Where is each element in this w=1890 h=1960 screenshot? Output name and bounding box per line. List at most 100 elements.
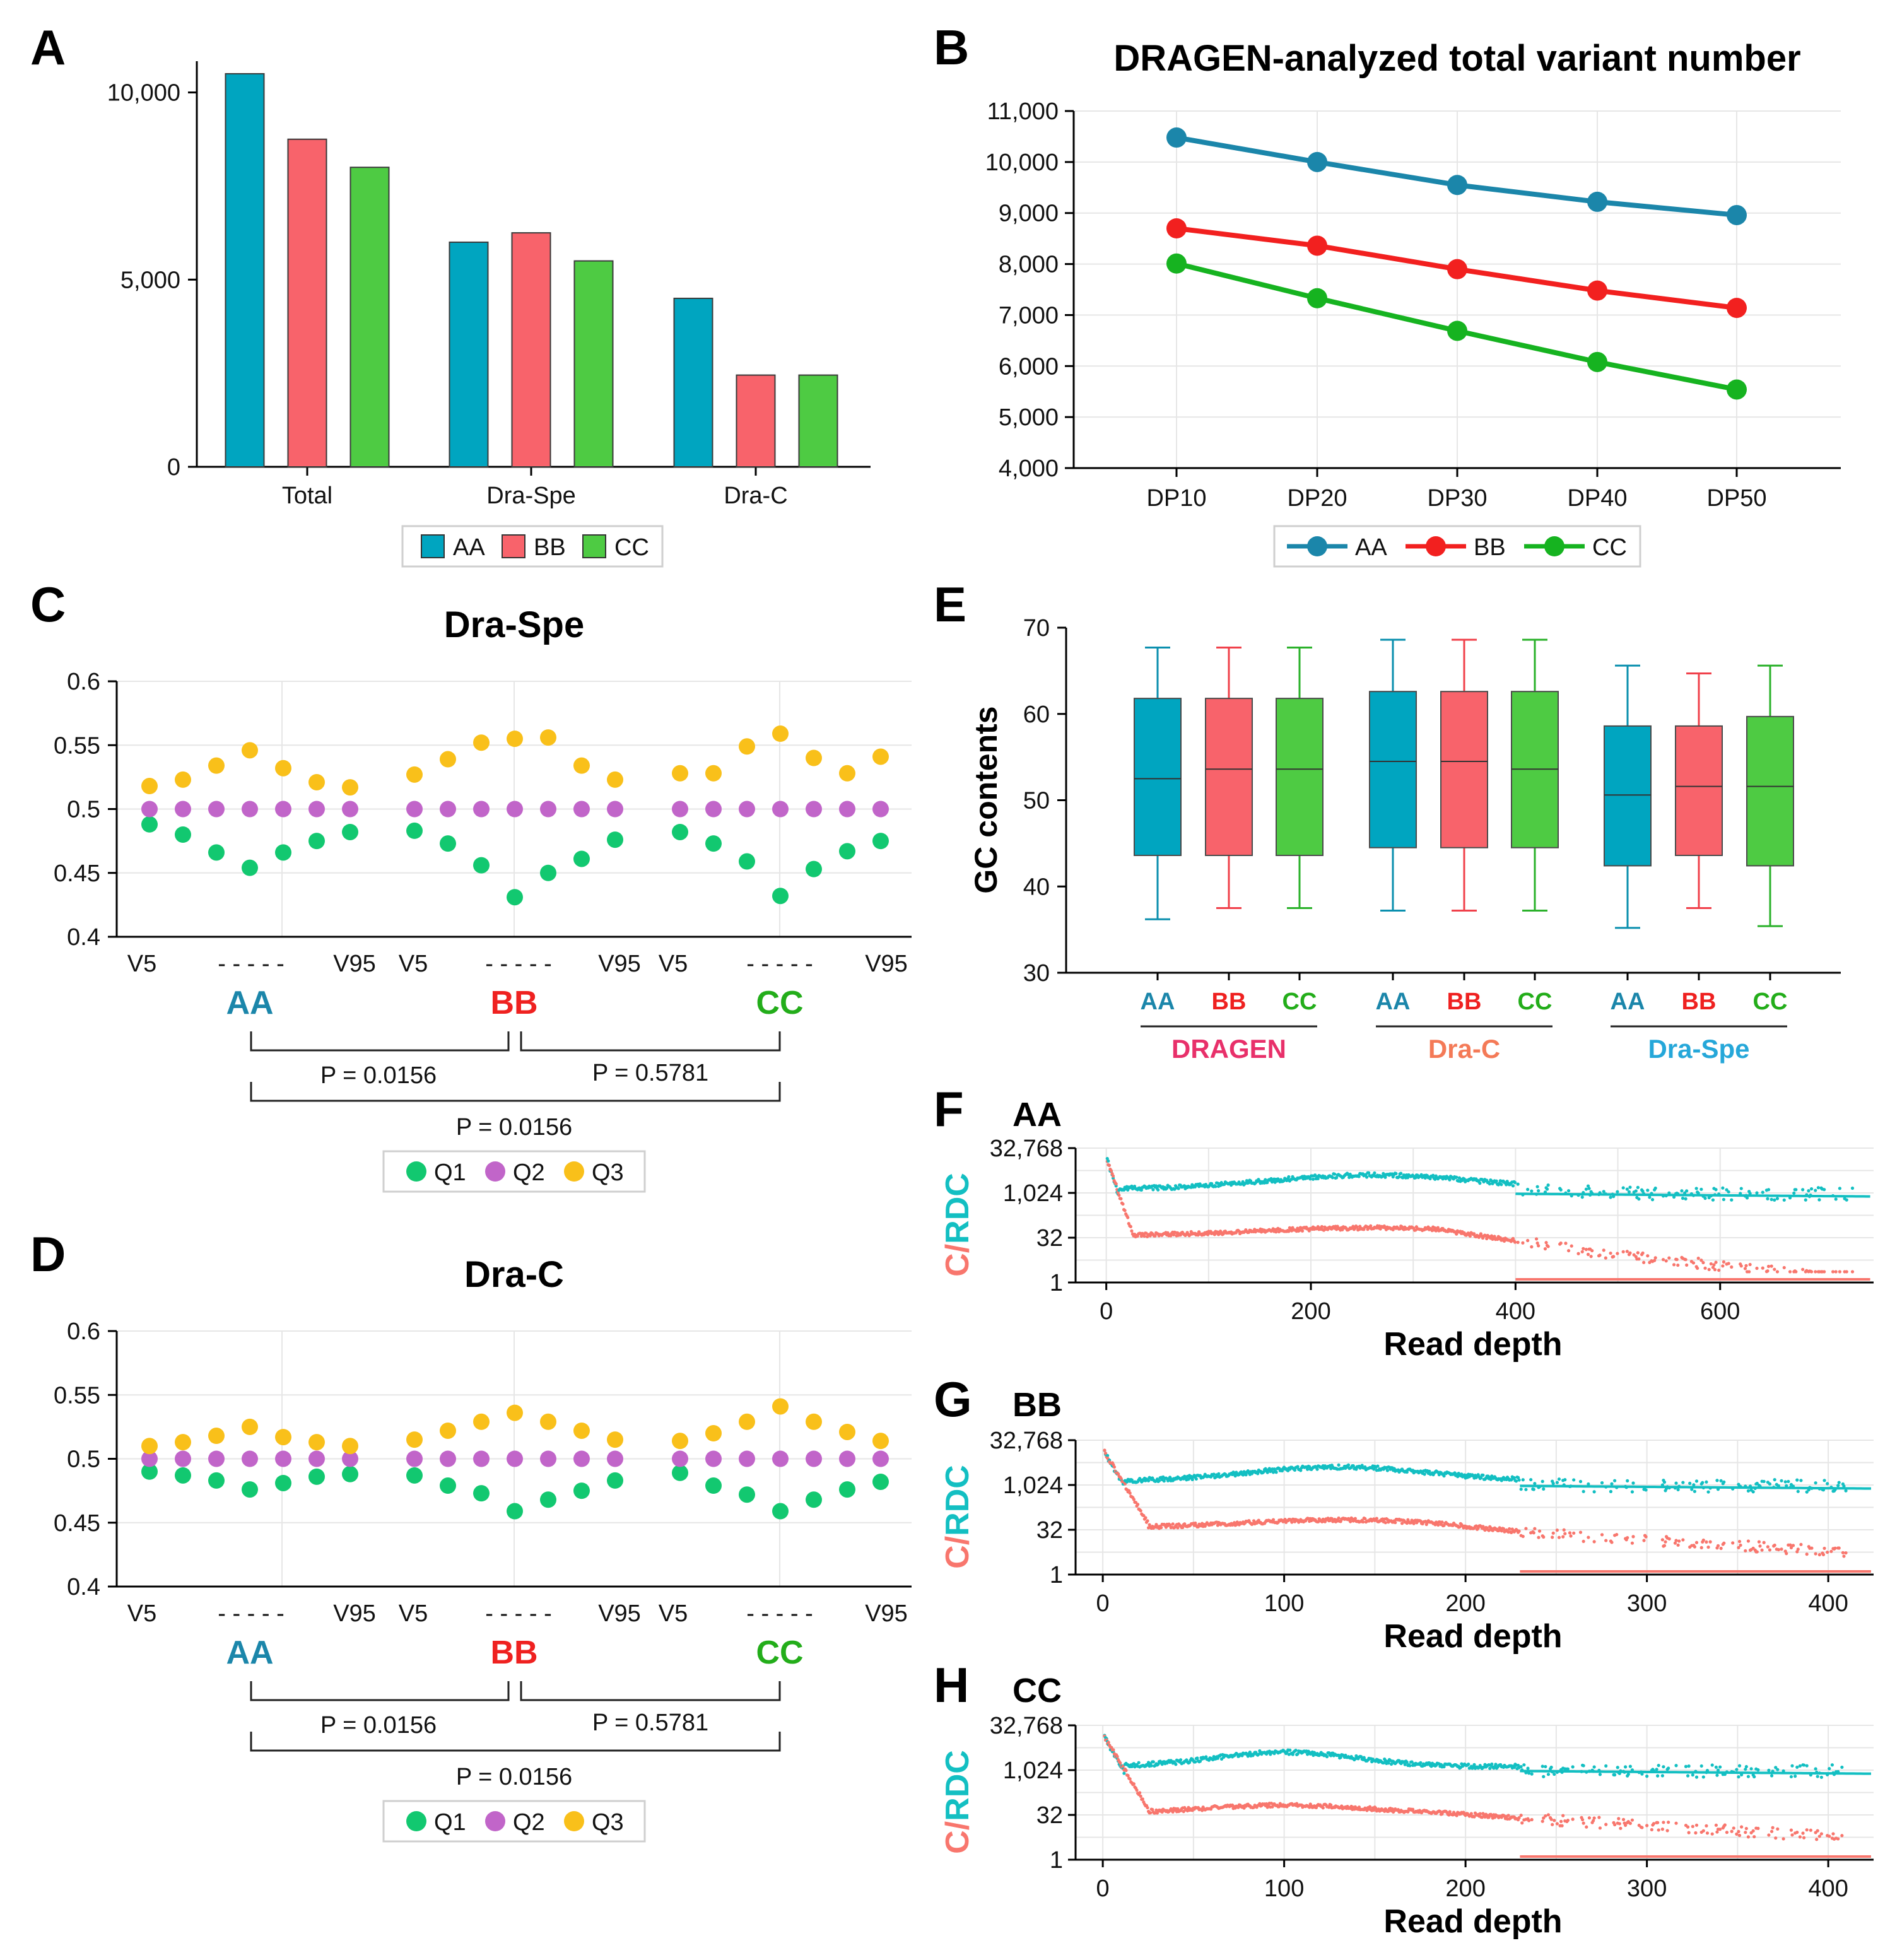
y-tick-label: 5,000: [999, 404, 1059, 431]
c-point: [1746, 1489, 1751, 1493]
c-point: [1716, 1768, 1720, 1772]
c-point: [1710, 1763, 1714, 1767]
rdc-point: [1809, 1270, 1814, 1274]
rdc-point: [1406, 1810, 1410, 1814]
rdc-point: [1771, 1826, 1775, 1829]
c-point: [1542, 1487, 1546, 1491]
c-point: [1423, 1472, 1426, 1476]
c-point: [1578, 1479, 1583, 1484]
x-tick-label: AA: [1376, 989, 1411, 1015]
rdc-point: [1438, 1809, 1442, 1814]
c-point: [1684, 1197, 1688, 1200]
c-point: [1762, 1479, 1766, 1484]
chart-title: DRAGEN-analyzed total variant number: [1113, 38, 1800, 79]
c-point: [1233, 1474, 1237, 1478]
rdc-point: [1584, 1248, 1588, 1252]
rdc-point: [1617, 1822, 1621, 1826]
rdc-point: [1598, 1253, 1602, 1257]
rdc-point: [1124, 1768, 1128, 1773]
rdc-point: [1570, 1244, 1573, 1248]
c-point: [1694, 1187, 1698, 1190]
legend-marker-aa: [1307, 536, 1327, 556]
rdc-point: [1604, 1539, 1608, 1542]
rdc-point: [1636, 1251, 1640, 1255]
c-point: [1311, 1177, 1315, 1181]
rdc-point: [1799, 1542, 1803, 1546]
point-q1: [308, 1468, 325, 1485]
rdc-point: [1368, 1805, 1372, 1809]
c-point: [1316, 1177, 1320, 1180]
c-point: [1541, 1764, 1544, 1768]
c-point: [1517, 1478, 1521, 1482]
point-q1: [275, 1474, 291, 1491]
c-point: [1519, 1764, 1523, 1769]
rdc-point: [1822, 1270, 1826, 1274]
rdc-point: [1111, 1174, 1115, 1178]
rdc-point: [1701, 1538, 1705, 1542]
rdc-point: [1673, 1541, 1677, 1545]
c-point: [1602, 1190, 1605, 1194]
bar-cc-total: [349, 167, 390, 467]
c-point: [1616, 1766, 1619, 1769]
panel-letter-e: E: [934, 577, 966, 632]
rdc-point: [1537, 1535, 1541, 1539]
legend-box: [382, 1800, 646, 1843]
rdc-point: [1369, 1224, 1373, 1228]
rdc-point: [1128, 1777, 1132, 1781]
point-q2: [208, 801, 225, 818]
c-point: [1592, 1765, 1596, 1769]
rdc-point: [1566, 1248, 1571, 1253]
rdc-point: [1327, 1805, 1331, 1809]
panel-letter-g: G: [934, 1371, 972, 1427]
rdc-point: [1469, 1812, 1473, 1816]
rdc-point: [1474, 1524, 1478, 1528]
rdc-point: [1684, 1258, 1688, 1262]
rdc-point: [1672, 1263, 1676, 1267]
c-point: [1106, 1159, 1110, 1163]
point-q3: [806, 749, 822, 766]
point-q1: [540, 1491, 556, 1508]
point-q1: [540, 864, 556, 881]
rdc-point: [1458, 1525, 1462, 1529]
group-label-aa: AA: [226, 1634, 273, 1671]
c-point: [1767, 1768, 1771, 1772]
chart-title: CC: [1012, 1672, 1062, 1710]
rdc-point: [1722, 1541, 1726, 1545]
point-q1: [406, 822, 423, 839]
box-dra-c-bb: [1440, 691, 1488, 848]
y-label-rdc: RDC: [939, 1173, 976, 1244]
y-tick-label: 0: [167, 454, 180, 481]
rdc-point: [1502, 1239, 1506, 1243]
c-point: [1516, 1182, 1520, 1186]
pvalue-bb-cc: P = 0.5781: [592, 1060, 708, 1086]
y-tick-label: 32,768: [990, 1713, 1063, 1739]
rdc-point: [1383, 1521, 1387, 1525]
pvalue-bb-cc: P = 0.5781: [592, 1710, 708, 1736]
rdc-point: [1582, 1539, 1585, 1544]
c-point: [1566, 1767, 1570, 1771]
y-tick-label: 0.55: [54, 1382, 100, 1409]
c-point: [1139, 1188, 1143, 1192]
x-label-start-aa: V5: [127, 1600, 156, 1627]
rdc-point: [1817, 1834, 1821, 1838]
rdc-point: [1744, 1831, 1747, 1834]
rdc-point: [1630, 1818, 1635, 1822]
c-point: [1414, 1176, 1418, 1180]
c-point: [1600, 1481, 1604, 1485]
c-point: [1667, 1766, 1670, 1770]
x-label-end-aa: V95: [333, 1600, 376, 1627]
rdc-point: [1337, 1516, 1341, 1520]
point-q2: [806, 801, 822, 818]
x-tick-label: 100: [1264, 1590, 1304, 1617]
point-aa-dp40: [1587, 191, 1607, 212]
rdc-point: [1789, 1828, 1793, 1832]
bar-bb-dra-spe: [511, 232, 551, 467]
bar-aa-total: [225, 73, 265, 468]
y-label-separator: /: [939, 1244, 976, 1253]
c-point: [1680, 1189, 1684, 1193]
rdc-point: [1112, 1465, 1117, 1469]
panel-letter-d: D: [30, 1226, 66, 1282]
rdc-point: [1841, 1551, 1845, 1554]
c-point: [1650, 1198, 1655, 1202]
point-q2: [672, 801, 688, 818]
